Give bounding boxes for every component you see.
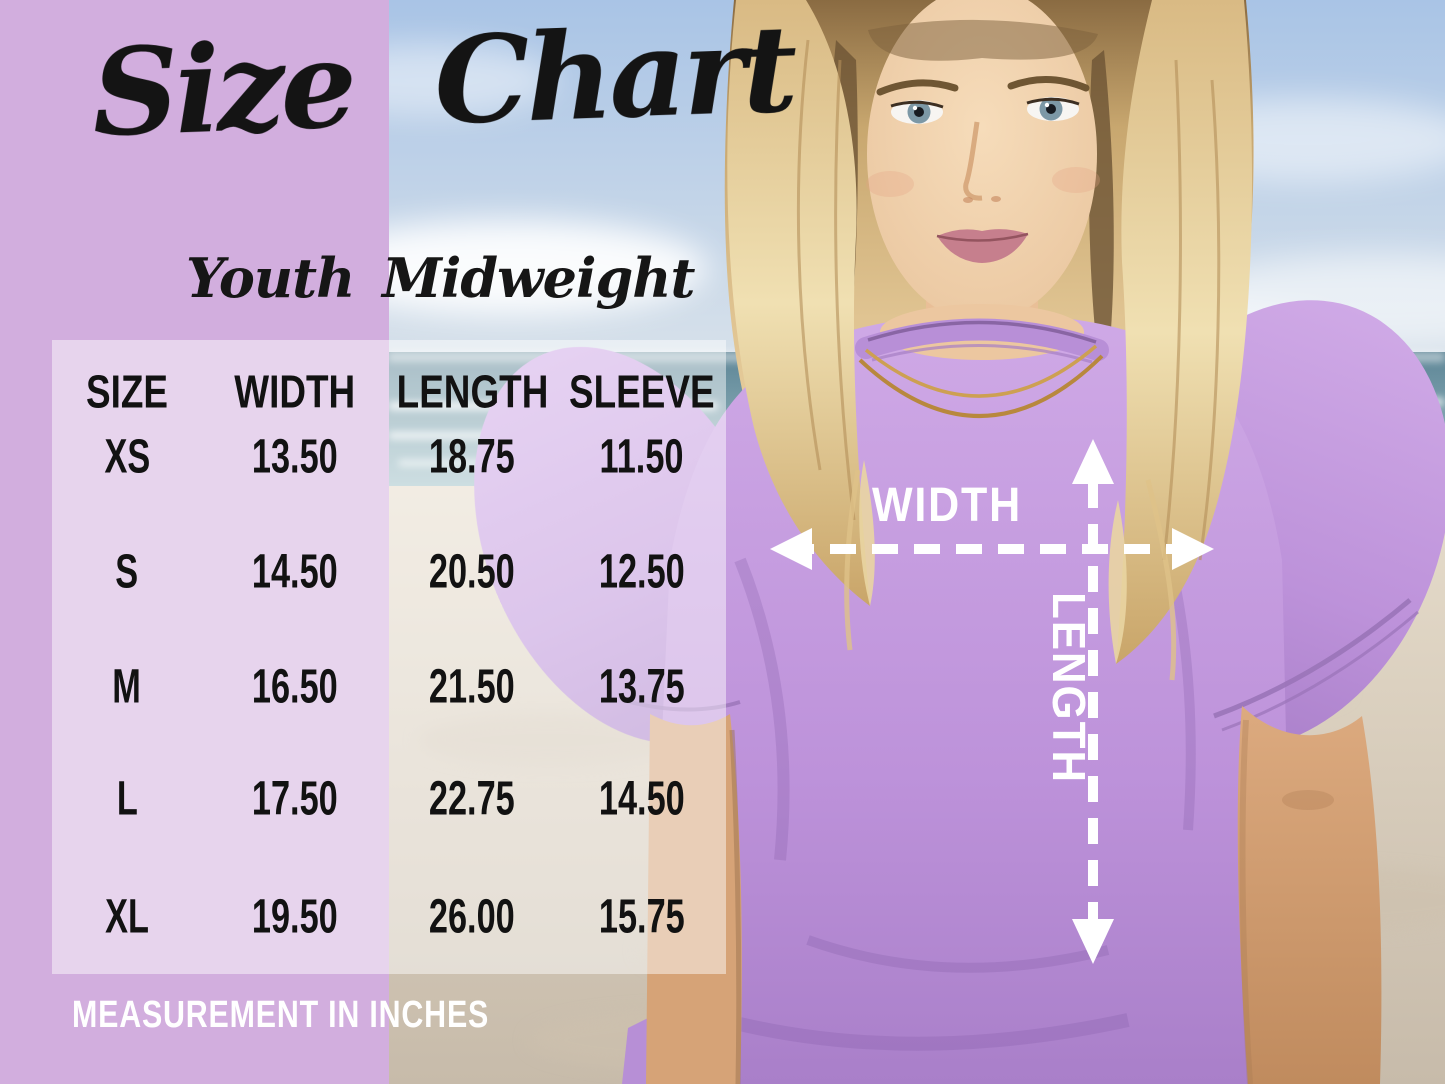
hair-front — [727, 0, 1252, 681]
girl — [474, 0, 1445, 1084]
table-header-row: SIZE WIDTH LENGTH SLEEVE — [52, 364, 726, 420]
cell-size: XL — [105, 888, 149, 943]
cell-sleeve: 12.50 — [598, 543, 685, 598]
collar — [855, 318, 1109, 364]
eyes — [890, 97, 1080, 124]
nose — [963, 121, 1001, 203]
header-cell-length: LENGTH — [396, 364, 548, 418]
right-arm — [1237, 706, 1382, 1084]
lips — [936, 229, 1029, 263]
cell-size: XS — [104, 428, 150, 483]
table-row: L 17.50 22.75 14.50 — [52, 770, 726, 824]
cell-size: L — [116, 770, 138, 825]
left-arm-shadow — [729, 729, 742, 1084]
subtitle: Youth Midweight — [186, 246, 696, 310]
cell-length: 22.75 — [429, 770, 515, 825]
size-table: SIZE WIDTH LENGTH SLEEVE XS 13.50 18.75 … — [52, 340, 726, 974]
cell-width: 17.50 — [251, 770, 338, 825]
cell-size: M — [112, 658, 142, 713]
cell-width: 13.50 — [251, 428, 338, 483]
right-sleeve-hem — [1213, 598, 1412, 719]
cell-sleeve: 11.50 — [599, 428, 684, 483]
cell-length: 26.00 — [429, 888, 515, 943]
cell-sleeve: 13.75 — [598, 658, 685, 713]
cell-width: 14.50 — [251, 543, 338, 598]
cheek-right — [1052, 167, 1100, 193]
table-row: S 14.50 20.50 12.50 — [52, 543, 726, 597]
cell-length: 20.50 — [429, 543, 515, 598]
table-row: XS 13.50 18.75 11.50 — [52, 428, 726, 482]
right-arm-shadow — [1239, 719, 1253, 1084]
table-row: M 16.50 21.50 13.75 — [52, 658, 726, 712]
cell-width: 19.50 — [251, 888, 338, 943]
page-title: Size Chart — [89, 0, 796, 165]
tshirt-hem-sliver — [622, 1016, 654, 1084]
cell-width: 16.50 — [251, 658, 338, 713]
cell-sleeve: 14.50 — [598, 770, 685, 825]
measurement-note: MEASUREMENT IN INCHES — [72, 994, 490, 1036]
table-row: XL 19.50 26.00 15.75 — [52, 888, 726, 942]
cell-length: 18.75 — [429, 428, 515, 483]
header-cell-width: WIDTH — [234, 364, 355, 418]
header-cell-sleeve: SLEEVE — [568, 364, 715, 418]
elbow-crease — [1282, 790, 1334, 810]
cheek-left — [866, 171, 914, 197]
left-sleeve-hem — [621, 698, 741, 712]
cell-length: 21.50 — [429, 658, 515, 713]
cell-size: S — [115, 543, 139, 598]
left-arm — [646, 714, 742, 1084]
header-cell-size: SIZE — [85, 364, 169, 418]
necklace — [858, 344, 1104, 418]
cell-sleeve: 15.75 — [598, 888, 685, 943]
eyebrows — [876, 75, 1090, 96]
pink-panel — [0, 0, 389, 1084]
beach-photo — [388, 0, 1445, 1084]
fringe-shadow — [868, 19, 1098, 61]
